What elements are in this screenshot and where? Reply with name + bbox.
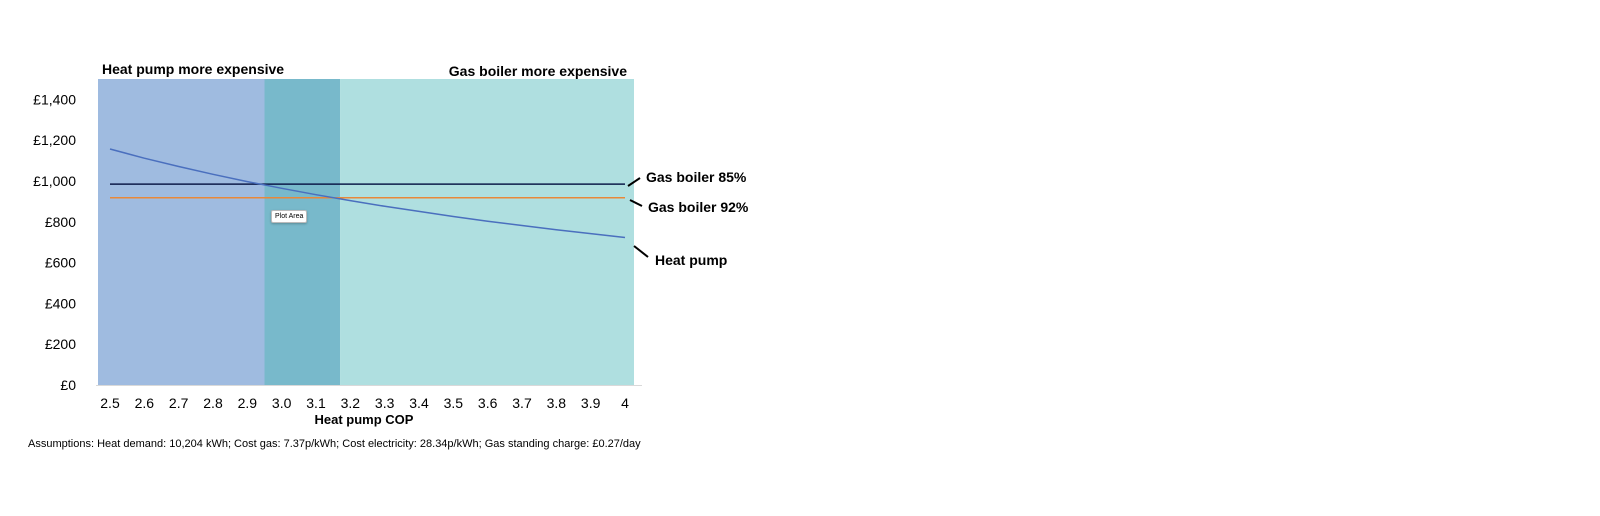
x-tick-label: 3.2 xyxy=(341,395,361,411)
x-tick-label: 2.8 xyxy=(203,395,223,411)
x-tick-label: 3.7 xyxy=(512,395,532,411)
series-leader-1 xyxy=(629,199,643,207)
regions xyxy=(98,79,634,385)
x-tick-label: 3.0 xyxy=(272,395,292,411)
region-label-2: Gas boiler more expensive xyxy=(449,63,627,79)
x-tick-label: 3.6 xyxy=(478,395,498,411)
region-2 xyxy=(340,79,634,385)
y-tick-label: £1,200 xyxy=(33,132,76,148)
series-lines xyxy=(109,148,626,239)
x-tick-label: 3.4 xyxy=(409,395,429,411)
y-tick-label: £200 xyxy=(45,336,76,352)
x-tick-label: 3.5 xyxy=(444,395,464,411)
series-label-0: Gas boiler 85% xyxy=(646,169,747,185)
y-tick-label: £400 xyxy=(45,295,76,311)
x-axis-title: Heat pump COP xyxy=(315,412,414,427)
assumptions-note: Assumptions: Heat demand: 10,204 kWh; Co… xyxy=(28,438,641,450)
y-tick-label: £800 xyxy=(45,214,76,230)
series-label-1: Gas boiler 92% xyxy=(648,199,749,215)
labels: Heat pump more expensive Gas boiler more … xyxy=(102,61,749,268)
x-tick-label: 2.9 xyxy=(238,395,258,411)
x-tick-label: 4 xyxy=(621,395,629,411)
y-tick-label: £1,400 xyxy=(33,91,76,107)
region-label-0: Heat pump more expensive xyxy=(102,61,284,77)
series-line-2 xyxy=(109,148,626,239)
series-leader-0 xyxy=(627,177,641,187)
x-tick-label: 2.6 xyxy=(135,395,155,411)
region-0 xyxy=(98,79,265,385)
plot-area-tooltip: Plot Area xyxy=(271,210,308,223)
series-label-2: Heat pump xyxy=(655,252,727,268)
x-tick-label: 3.9 xyxy=(581,395,601,411)
y-tick-label: £1,000 xyxy=(33,173,76,189)
x-tick-label: 2.5 xyxy=(100,395,120,411)
x-tick-label: 3.1 xyxy=(306,395,326,411)
region-1 xyxy=(264,79,341,385)
y-tick-label: £600 xyxy=(45,255,76,271)
axes: £0 £200 £400 £600 £800 £1,000 £1,200 £1,400 2.5 2… xyxy=(33,91,642,427)
x-tick-label: 3.3 xyxy=(375,395,395,411)
x-tick-label: 2.7 xyxy=(169,395,189,411)
y-tick-label: £0 xyxy=(60,377,76,393)
series-leader-2 xyxy=(633,245,649,258)
x-tick-label: 3.8 xyxy=(547,395,567,411)
